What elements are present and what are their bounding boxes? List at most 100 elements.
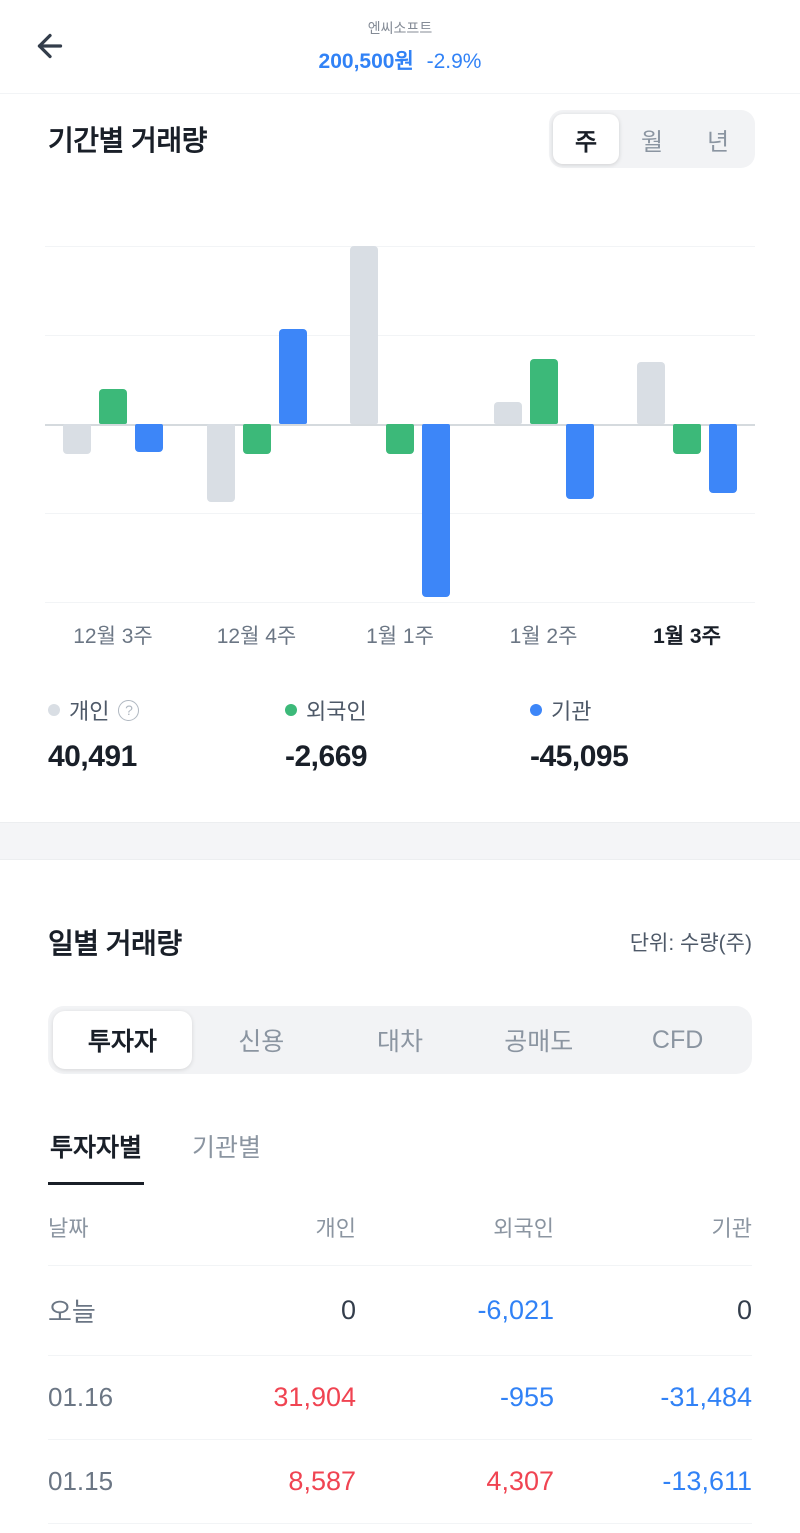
institution-bar xyxy=(278,329,307,424)
chart-groups xyxy=(45,214,755,604)
top-bar: 엔씨소프트 200,500원 -2.9% xyxy=(0,0,800,94)
individual-bar xyxy=(493,402,522,424)
value-cell: 0 xyxy=(340,1295,356,1325)
legend-label-row: 개인? xyxy=(48,694,285,726)
table-header-cell: 개인 xyxy=(315,1216,356,1241)
bar-slot xyxy=(709,214,737,604)
back-arrow-icon xyxy=(32,33,68,67)
bar-group-4 xyxy=(493,214,594,604)
individual-bar xyxy=(63,424,91,454)
bar-group-3 xyxy=(350,214,450,604)
daily-tab-loan[interactable]: 대차 xyxy=(331,1011,470,1069)
institution-bar xyxy=(565,424,594,499)
table-row: 01.16 31,904 -955 -31,484 xyxy=(48,1356,752,1440)
institution-bar xyxy=(135,424,163,452)
legend-item-institution: 기관 -45,095 xyxy=(530,694,752,774)
bar-slot xyxy=(63,214,91,604)
chart-gridline xyxy=(45,513,755,514)
foreigner-bar xyxy=(99,389,127,424)
stock-change: -2.9% xyxy=(426,50,482,73)
subtab-by-institution[interactable]: 기관별 xyxy=(190,1128,263,1185)
bar-group-5 xyxy=(637,214,737,604)
bar-slot xyxy=(637,214,665,604)
foreigner-bar xyxy=(242,424,271,454)
value-cell: -955 xyxy=(499,1382,554,1412)
daily-section-title: 일별 거래량 xyxy=(48,928,182,959)
value-cell: 4,307 xyxy=(486,1466,554,1496)
legend-label-row: 기관 xyxy=(530,694,752,726)
legend-label: 기관 xyxy=(551,699,592,724)
daily-table-header: 날짜 개인 외국인 기관 xyxy=(48,1185,752,1266)
chart-gridline xyxy=(45,602,755,603)
foreigner-bar xyxy=(386,424,414,454)
x-axis-label: 1월 3주 xyxy=(653,625,721,648)
value-cell: 31,904 xyxy=(273,1382,356,1412)
date-cell: 오늘 xyxy=(48,1297,96,1327)
daily-tab-credit[interactable]: 신용 xyxy=(192,1011,331,1069)
investor-subtabs: 투자자별 기관별 xyxy=(48,1128,752,1185)
bar-group-1 xyxy=(63,214,163,604)
table-header-cell: 기관 xyxy=(711,1216,752,1241)
table-header-cell: 외국인 xyxy=(493,1216,554,1241)
bar-slot xyxy=(135,214,163,604)
daily-section-header: 일별 거래량 단위: 수량(주) xyxy=(48,922,752,962)
daily-tab-investor[interactable]: 투자자 xyxy=(53,1011,192,1069)
institution-bar xyxy=(422,424,450,597)
individual-bar xyxy=(206,424,235,502)
individual-bar xyxy=(350,246,378,424)
period-section-title: 기간별 거래량 xyxy=(48,125,207,156)
stock-price: 200,500원 xyxy=(318,50,414,73)
daily-category-tabs: 투자자 신용 대차 공매도 CFD xyxy=(48,1006,752,1074)
individual-dot-icon xyxy=(48,704,60,716)
legend-value: 40,491 xyxy=(48,740,137,773)
subtab-by-investor[interactable]: 투자자별 xyxy=(48,1128,145,1185)
legend-value: -45,095 xyxy=(530,740,629,773)
table-row: 오늘 0 -6,021 0 xyxy=(48,1266,752,1356)
chart-gridline xyxy=(45,246,755,247)
date-cell: 01.16 xyxy=(48,1382,114,1412)
legend-item-individual: 개인? 40,491 xyxy=(48,694,285,774)
section-divider xyxy=(0,822,800,860)
legend-value: -2,669 xyxy=(285,740,368,773)
daily-tab-short-selling[interactable]: 공매도 xyxy=(469,1011,608,1069)
foreigner-bar xyxy=(529,359,558,424)
period-tab-year[interactable]: 년 xyxy=(685,114,751,164)
price-line: 200,500원 -2.9% xyxy=(319,45,482,75)
daily-tab-cfd[interactable]: CFD xyxy=(608,1011,747,1069)
legend-item-foreigner: 외국인 -2,669 xyxy=(285,694,530,774)
back-button[interactable] xyxy=(28,25,72,69)
bar-slot xyxy=(242,214,271,604)
chart-legend: 개인? 40,491 외국인 -2,669 기관 -45,095 xyxy=(0,650,800,774)
table-header-cell: 날짜 xyxy=(48,1216,89,1241)
x-axis-label: 12월 4주 xyxy=(216,625,297,648)
bar-slot xyxy=(206,214,235,604)
daily-volume-section: 일별 거래량 단위: 수량(주) 투자자 신용 대차 공매도 CFD 투자자별 기관별 날… xyxy=(0,860,800,1524)
bar-slot xyxy=(565,214,594,604)
help-icon[interactable]: ? xyxy=(118,699,140,721)
bar-slot xyxy=(422,214,450,604)
bar-group-2 xyxy=(206,214,307,604)
value-cell: -13,611 xyxy=(662,1466,752,1496)
bar-slot xyxy=(529,214,558,604)
bar-slot xyxy=(673,214,701,604)
period-tab-week[interactable]: 주 xyxy=(553,114,619,164)
chart-x-labels: 12월 3주 12월 4주 1월 1주 1월 2주 1월 3주 xyxy=(45,620,755,650)
x-axis-label: 1월 2주 xyxy=(509,625,578,648)
value-cell: -31,484 xyxy=(660,1382,752,1412)
unit-label: 단위: 수량(주) xyxy=(629,932,752,955)
period-tab-month[interactable]: 월 xyxy=(619,114,685,164)
value-cell: 8,587 xyxy=(288,1466,356,1496)
legend-label-row: 외국인 xyxy=(285,694,530,726)
chart-gridline xyxy=(45,335,755,336)
legend-label: 개인 xyxy=(69,699,110,724)
date-cell: 01.15 xyxy=(48,1466,114,1496)
x-axis-label: 1월 1주 xyxy=(366,625,434,648)
value-cell: -6,021 xyxy=(477,1295,554,1325)
x-axis-label: 12월 3주 xyxy=(73,625,153,648)
bar-slot xyxy=(493,214,522,604)
bar-slot xyxy=(350,214,378,604)
table-row: 01.15 8,587 4,307 -13,611 xyxy=(48,1440,752,1524)
